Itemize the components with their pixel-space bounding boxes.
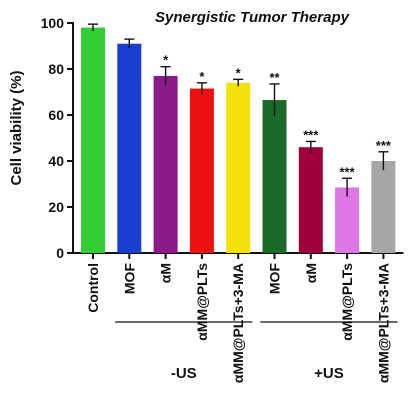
bar <box>298 147 323 253</box>
y-tick-label: 60 <box>48 107 64 123</box>
group-label: +US <box>314 365 344 382</box>
x-tick-label: αMM@PLTs <box>339 263 355 341</box>
significance-label: ** <box>269 70 280 85</box>
y-tick-label: 40 <box>48 153 64 169</box>
bars: ** * *********** <box>81 23 396 254</box>
group-labels: -US +US <box>115 321 398 382</box>
x-tick-label: αMM@PLTs+3-MA <box>375 263 391 383</box>
group-label: -US <box>171 365 197 382</box>
x-tick-label: MOF <box>121 263 137 295</box>
bar <box>262 100 287 253</box>
x-tick-label: αM <box>158 263 174 283</box>
bar <box>189 88 214 253</box>
significance-label: * <box>236 65 242 80</box>
significance-label: *** <box>303 127 319 142</box>
y-tick-label: 20 <box>48 199 64 215</box>
x-tick-label: MOF <box>267 263 283 295</box>
significance-label: * <box>163 53 169 68</box>
bar <box>81 27 105 253</box>
bar <box>335 187 360 253</box>
bar <box>226 82 251 253</box>
significance-label: *** <box>340 164 356 179</box>
y-tick-label: 0 <box>56 245 64 261</box>
significance-label: *** <box>376 138 392 153</box>
x-tick-label: Control <box>85 263 101 313</box>
bar <box>117 43 142 254</box>
y-tick-label: 80 <box>48 61 64 77</box>
bar <box>153 75 178 254</box>
y-axis-label: Cell viability (%) <box>8 70 25 185</box>
x-tick-labels: Control MOF αM αMM@PLTs αMM@PLTs+3-MA MOF αM αM… <box>85 263 391 384</box>
bar <box>371 161 396 253</box>
chart-title: Synergistic Tumor Therapy <box>155 9 350 26</box>
y-tick-label: 100 <box>41 15 65 31</box>
x-tick-label: αMM@PLTs+3-MA <box>230 263 246 383</box>
x-tick-label: αMM@PLTs <box>194 263 210 341</box>
significance-label: * <box>199 69 205 84</box>
x-tick-label: αM <box>303 263 319 283</box>
